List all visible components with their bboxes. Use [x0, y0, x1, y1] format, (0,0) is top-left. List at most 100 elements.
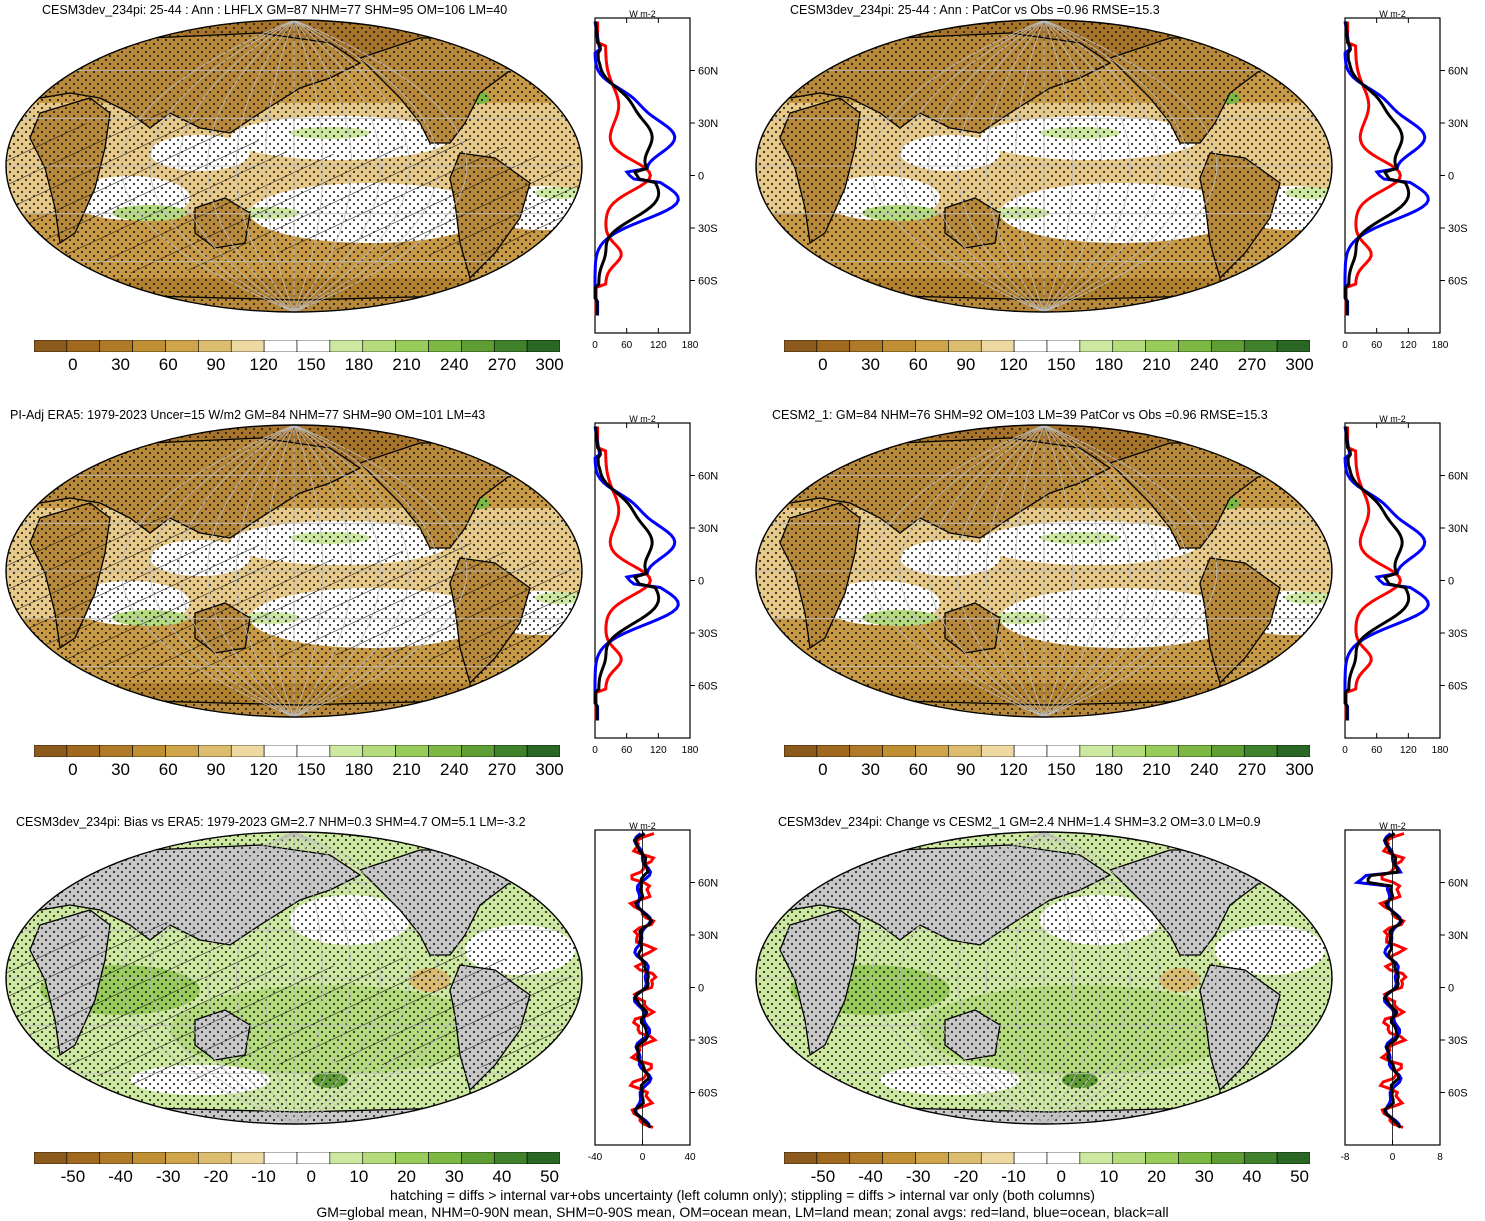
- colorbar-tick-label: 30: [111, 760, 130, 779]
- zonal-y-tick-label: 60S: [1448, 1088, 1468, 1100]
- colorbar-swatch: [1145, 1152, 1179, 1164]
- colorbar: [784, 340, 1310, 352]
- colorbar-swatch: [395, 1152, 429, 1164]
- colorbar-tick-label: 240: [440, 355, 469, 374]
- colorbar-swatch: [1013, 745, 1048, 757]
- colorbar-swatch: [99, 745, 133, 757]
- colorbar-tick-label: 40: [492, 1167, 512, 1186]
- zonal-x-tick-label: 180: [682, 340, 699, 351]
- colorbar-swatch: [428, 340, 462, 352]
- colorbar: [34, 745, 560, 757]
- zonal-x-tick-label: 120: [1400, 745, 1417, 756]
- colorbar-swatch: [362, 1152, 396, 1164]
- colorbar-tick-label: 270: [1237, 760, 1267, 779]
- colorbar-swatch: [526, 1152, 560, 1164]
- panel-title: CESM2_1: GM=84 NHM=76 SHM=92 OM=103 LM=3…: [772, 408, 1268, 422]
- colorbar-tick-label: 0: [68, 760, 78, 779]
- zonal-x-tick-label: 60: [621, 745, 633, 756]
- colorbar-tick-label: 0: [68, 355, 78, 374]
- colorbar-swatch: [263, 1152, 298, 1164]
- colorbar-swatch: [395, 340, 429, 352]
- colorbar-swatch: [132, 745, 166, 757]
- colorbar-swatch: [428, 745, 462, 757]
- colorbar-swatch: [1211, 1152, 1245, 1164]
- colorbar-tick-label: 10: [1099, 1167, 1119, 1186]
- colorbar-swatch: [526, 745, 560, 757]
- colorbar-tick-label: 0: [306, 1167, 316, 1186]
- colorbar-swatch: [1145, 340, 1179, 352]
- colorbar-swatch: [461, 1152, 495, 1164]
- colorbar-swatch: [99, 340, 133, 352]
- colorbar-swatch: [132, 1152, 166, 1164]
- colorbar-tick-label: 0: [818, 355, 828, 374]
- colorbar-tick-label: 210: [392, 355, 421, 374]
- colorbar-tick-label: -20: [953, 1167, 979, 1186]
- colorbar-tick-label: 20: [1147, 1167, 1167, 1186]
- zonal-y-tick-label: 0: [1448, 576, 1454, 588]
- panel-era5-observations: PI-Adj ERA5: 1979-2023 Uncer=15 W/m2 GM=…: [0, 405, 720, 800]
- panel-change-vs-cesm2: CESM3dev_234pi: Change vs CESM2_1 GM=2.4…: [750, 812, 1470, 1187]
- colorbar-tick-label: 90: [206, 355, 226, 374]
- panel-bias-vs-era5: CESM3dev_234pi: Bias vs ERA5: 1979-2023 …: [0, 812, 720, 1187]
- colorbar-swatch: [1211, 745, 1245, 757]
- colorbar-swatch: [329, 1152, 364, 1164]
- colorbar-swatch: [1276, 1152, 1310, 1164]
- colorbar-labels: 0 30 60 90 120 150 180 210 240 270 300: [784, 355, 1314, 379]
- zonal-y-tick-label: 30S: [698, 223, 718, 235]
- colorbar-swatch: [1112, 340, 1146, 352]
- colorbar-swatch: [784, 340, 818, 352]
- colorbar-swatch: [1112, 745, 1146, 757]
- colorbar-swatch: [461, 340, 495, 352]
- colorbar-swatch: [1276, 745, 1310, 757]
- colorbar-swatch: [980, 745, 1015, 757]
- colorbar-tick-label: 50: [540, 1167, 560, 1186]
- colorbar-swatch: [849, 745, 883, 757]
- colorbar-tick-label: 210: [392, 760, 421, 779]
- colorbar-swatch: [230, 745, 265, 757]
- zonal-y-tick-label: 30S: [1448, 223, 1468, 235]
- colorbar-tick-label: 180: [1094, 760, 1124, 779]
- zonal-y-tick-label: 60N: [698, 878, 718, 890]
- zonal-y-tick-label: 30N: [698, 930, 718, 942]
- zonal-y-tick-label: 60N: [698, 471, 718, 483]
- colorbar-swatch: [1046, 745, 1081, 757]
- robinson-map: [755, 424, 1333, 718]
- colorbar-tick-label: 40: [1242, 1167, 1262, 1186]
- panel-model-patcor: CESM3dev_234pi: 25-44 : Ann : PatCor vs …: [750, 0, 1470, 395]
- colorbar-tick-label: 30: [861, 355, 880, 374]
- colorbar-swatch: [493, 340, 528, 352]
- zonal-y-tick-label: 30N: [698, 118, 718, 130]
- zonal-y-tick-label: 30S: [1448, 1035, 1468, 1047]
- colorbar-tick-label: 180: [1094, 355, 1124, 374]
- zonal-y-tick-label: 30N: [698, 523, 718, 535]
- colorbar-tick-label: -20: [203, 1167, 229, 1186]
- colorbar-tick-label: 60: [158, 355, 178, 374]
- colorbar-swatch: [230, 1152, 265, 1164]
- zonal-y-tick-label: 30N: [1448, 930, 1468, 942]
- colorbar-swatch: [34, 340, 68, 352]
- zonal-y-tick-label: 0: [698, 171, 704, 183]
- colorbar-swatch: [329, 745, 364, 757]
- colorbar-swatch: [816, 1152, 851, 1164]
- colorbar-swatch: [198, 340, 232, 352]
- panel-title: CESM3dev_234pi: 25-44 : Ann : LHFLX GM=8…: [42, 3, 508, 17]
- panel-title: PI-Adj ERA5: 1979-2023 Uncer=15 W/m2 GM=…: [10, 408, 486, 422]
- colorbar-tick-label: 270: [1237, 355, 1267, 374]
- colorbar-swatch: [1079, 340, 1114, 352]
- zonal-x-tick-label: -40: [588, 1152, 603, 1163]
- colorbar-tick-label: 270: [487, 355, 517, 374]
- colorbar-tick-label: 0: [1056, 1167, 1066, 1186]
- zonal-y-tick-label: 30S: [698, 1035, 718, 1047]
- colorbar-tick-label: 120: [999, 355, 1028, 374]
- zonal-all-line: [593, 21, 661, 316]
- robinson-map: [5, 831, 583, 1125]
- colorbar-swatch: [395, 745, 429, 757]
- colorbar-tick-label: 60: [908, 760, 928, 779]
- colorbar-tick-label: 60: [158, 760, 178, 779]
- zonal-mean-plot: 60N 30N 0 30S 60S W m-2 -40 0 40: [588, 822, 718, 1163]
- colorbar-swatch: [198, 1152, 232, 1164]
- colorbar-swatch: [362, 340, 396, 352]
- zonal-units-label: W m-2: [629, 822, 656, 831]
- colorbar-swatch: [1243, 745, 1278, 757]
- zonal-x-tick-label: 60: [1371, 745, 1383, 756]
